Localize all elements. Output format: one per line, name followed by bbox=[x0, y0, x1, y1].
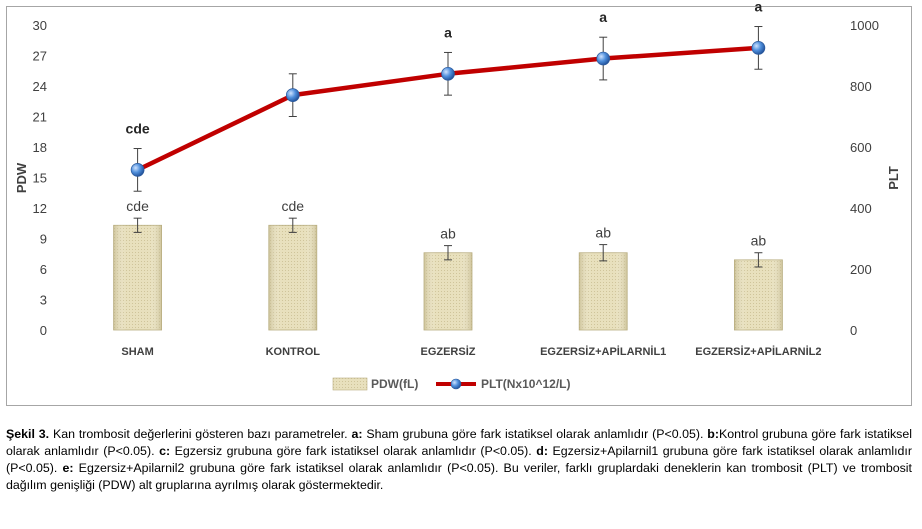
caption-figure-number: Şekil 3. bbox=[6, 427, 50, 441]
pdw-bar-shade bbox=[579, 252, 628, 330]
caption-paragraph: Şekil 3. Kan trombosit değerlerini göste… bbox=[6, 426, 912, 494]
pdw-data-label: cde bbox=[282, 198, 305, 214]
caption-key-a: a: bbox=[351, 427, 363, 441]
pdw-data-label: cde bbox=[126, 198, 149, 214]
caption-key-e: e: bbox=[62, 461, 74, 475]
pdw-bar-shade bbox=[734, 259, 783, 330]
plt-marker bbox=[441, 66, 455, 81]
legend-marker-plt bbox=[450, 378, 462, 390]
left-tick-label: 21 bbox=[33, 110, 47, 125]
caption-title: Kan trombosit değerlerini gösteren bazı … bbox=[49, 427, 352, 441]
pdw-bars: cde cde ab ab ab bbox=[113, 198, 783, 331]
legend-label-pdw: PDW(fL) bbox=[371, 377, 418, 391]
right-tick-label: 800 bbox=[850, 79, 872, 94]
plt-marker bbox=[596, 51, 611, 66]
plt-data-label: a bbox=[599, 9, 607, 25]
legend-swatch-pdw bbox=[332, 377, 368, 391]
pdw-data-label: ab bbox=[440, 226, 456, 242]
legend: PDW(fL) PLT(Nx10^12/L) bbox=[332, 377, 570, 391]
left-tick-label: 6 bbox=[40, 262, 47, 277]
right-tick-label: 600 bbox=[850, 140, 872, 155]
left-axis-ticks: 0 3 6 9 12 15 18 21 24 27 30 bbox=[33, 18, 47, 338]
left-tick-label: 30 bbox=[33, 18, 47, 33]
plt-line: cde a a a bbox=[126, 0, 766, 192]
plt-marker bbox=[285, 88, 300, 103]
right-axis-ticks: 0 200 400 600 800 1000 bbox=[850, 18, 879, 338]
category-label: EGZERSİZ+APİLARNİL1 bbox=[540, 345, 666, 358]
right-tick-label: 400 bbox=[850, 201, 872, 216]
left-tick-label: 27 bbox=[33, 49, 47, 64]
left-tick-label: 0 bbox=[40, 323, 47, 338]
right-axis-label: PLT bbox=[886, 166, 901, 190]
figure-caption: Şekil 3. Kan trombosit değerlerini göste… bbox=[6, 426, 912, 494]
caption-key-d: d: bbox=[536, 444, 548, 458]
left-tick-label: 24 bbox=[33, 79, 47, 94]
pdw-bar-shade bbox=[113, 225, 162, 330]
left-axis-label: PDW bbox=[14, 162, 29, 193]
caption-text-c: Egzersiz grubuna göre fark istatiksel ol… bbox=[170, 444, 532, 458]
category-label: KONTROL bbox=[266, 346, 321, 358]
category-label: EGZERSİZ+APİLARNİL2 bbox=[695, 345, 821, 358]
plt-marker bbox=[751, 41, 766, 55]
left-tick-label: 18 bbox=[33, 140, 47, 155]
legend-label-plt: PLT(Nx10^12/L) bbox=[481, 377, 570, 391]
chart-frame bbox=[6, 6, 912, 406]
right-tick-label: 200 bbox=[850, 262, 872, 277]
caption-key-c: c: bbox=[159, 444, 171, 458]
caption-text-d: Egzersiz+Apilarnil1 grubuna göre fark is… bbox=[6, 444, 912, 475]
category-label: EGZERSİZ bbox=[420, 345, 475, 358]
pdw-data-label: ab bbox=[595, 225, 611, 241]
chart: 0 3 6 9 12 15 18 21 24 27 30 0 200 400 600 800 1000 PDW… bbox=[14, 0, 901, 391]
plt-data-label: a bbox=[755, 0, 763, 15]
category-labels: SHAM KONTROL EGZERSİZ EGZERSİZ+APİLARNİL1 EG… bbox=[121, 345, 821, 358]
left-tick-label: 3 bbox=[40, 293, 47, 308]
pdw-bar-shade bbox=[268, 225, 317, 330]
caption-text-e: Egzersiz+Apilarnil2 grubuna göre fark is… bbox=[6, 461, 912, 492]
caption-key-b: b: bbox=[707, 427, 719, 441]
right-tick-label: 0 bbox=[850, 323, 857, 338]
plt-data-label: cde bbox=[126, 121, 150, 137]
plt-marker bbox=[130, 163, 145, 177]
category-label: SHAM bbox=[121, 346, 153, 358]
caption-text-b: Kontrol grubuna göre fark istatiksel ola… bbox=[6, 427, 912, 458]
left-tick-label: 15 bbox=[33, 171, 47, 186]
left-tick-label: 12 bbox=[33, 201, 47, 216]
pdw-data-label: ab bbox=[751, 233, 767, 249]
pdw-bar-shade bbox=[424, 252, 472, 330]
right-tick-label: 1000 bbox=[850, 18, 879, 33]
caption-text-a: Sham grubuna göre fark istatiksel olarak… bbox=[362, 427, 704, 441]
plt-data-label: a bbox=[444, 24, 452, 40]
left-tick-label: 9 bbox=[40, 232, 47, 247]
